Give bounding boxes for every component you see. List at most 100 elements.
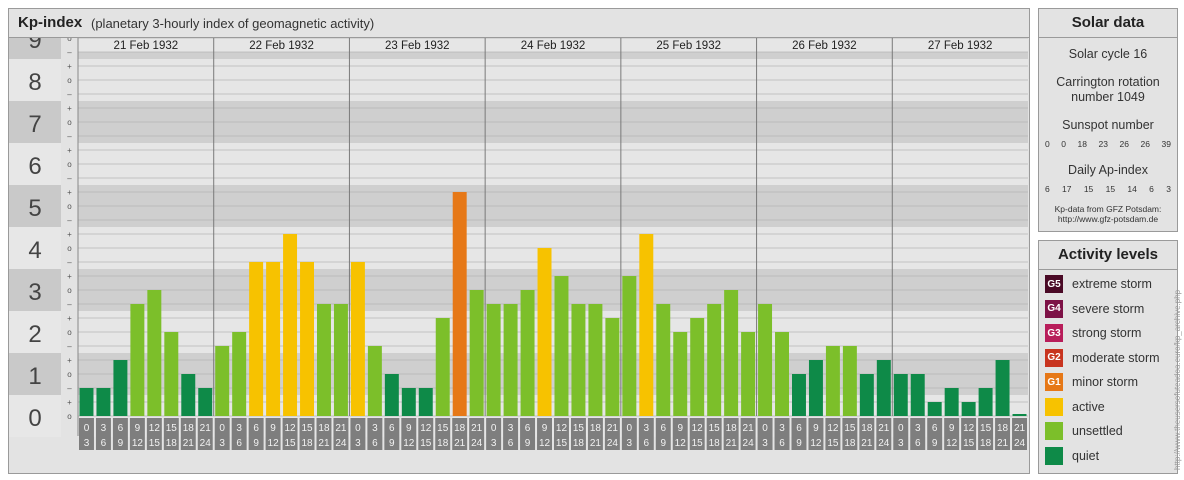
- kp-bar: [384, 374, 399, 416]
- ap-value: 15: [1105, 184, 1116, 194]
- kp-bar: [825, 345, 840, 416]
- interval-cell: [791, 418, 807, 450]
- interval-end-label: 9: [525, 438, 531, 449]
- activity-level-row: G5 extreme storm: [1045, 275, 1152, 293]
- kp-bar: [741, 332, 756, 416]
- kp-bar: [588, 303, 603, 416]
- y-subtick-label: o: [67, 412, 72, 421]
- interval-end-label: 12: [675, 438, 687, 449]
- kp-bar: [452, 192, 467, 416]
- y-subtick-label: o: [67, 328, 72, 337]
- interval-start-label: 15: [301, 423, 313, 434]
- interval-start-label: 15: [166, 423, 178, 434]
- y-subtick-label: +: [67, 188, 72, 197]
- interval-start-label: 3: [372, 423, 378, 434]
- y-tick-label: 6: [28, 153, 41, 180]
- interval-start-label: 18: [726, 423, 738, 434]
- kp-bar: [876, 360, 891, 416]
- interval-end-label: 3: [84, 438, 90, 449]
- kp-bar: [944, 387, 959, 416]
- y-tick-label: 3: [28, 279, 41, 306]
- kp-bar: [690, 318, 705, 416]
- interval-cell: [621, 418, 637, 450]
- y-tick-label: 0: [28, 405, 41, 432]
- interval-start-label: 6: [525, 423, 531, 434]
- kp-bar: [266, 261, 281, 416]
- interval-start-label: 3: [101, 423, 107, 434]
- kp-bar: [215, 345, 230, 416]
- y-subtick-label: o: [67, 244, 72, 253]
- activity-level-row: G1 minor storm: [1045, 373, 1138, 391]
- interval-cell: [350, 418, 366, 450]
- interval-cell: [435, 418, 451, 450]
- ap-value: 6: [1149, 184, 1154, 194]
- sunspot-heading: Sunspot number: [1062, 118, 1154, 132]
- interval-end-label: 12: [539, 438, 551, 449]
- interval-cell: [723, 418, 739, 450]
- interval-cell: [910, 418, 926, 450]
- kp-bar: [79, 387, 94, 416]
- interval-start-label: 21: [607, 423, 619, 434]
- interval-cell: [808, 418, 824, 450]
- activity-level-row: G4 severe storm: [1045, 299, 1144, 318]
- interval-end-label: 21: [183, 438, 195, 449]
- interval-cell: [604, 418, 620, 450]
- y-subtick-label: –: [67, 258, 72, 267]
- activity-level-swatch: G5: [1045, 275, 1063, 293]
- interval-start-label: 18: [997, 423, 1009, 434]
- y-band: [9, 227, 61, 269]
- kp-bar: [300, 261, 314, 416]
- kp-bar: [961, 402, 976, 416]
- interval-end-label: 3: [355, 438, 361, 449]
- interval-end-label: 15: [556, 438, 568, 449]
- y-subtick-label: +: [67, 272, 72, 281]
- y-subtick-label: +: [67, 314, 72, 323]
- ap-values: 6 17 15 15 14 6 3: [1045, 184, 1171, 194]
- interval-end-label: 18: [437, 438, 449, 449]
- interval-start-label: 21: [200, 423, 212, 434]
- kp-bar: [639, 234, 654, 416]
- activity-level-swatch: [1045, 446, 1063, 465]
- ap-value: 6: [1045, 184, 1050, 194]
- interval-cell: [265, 418, 281, 450]
- interval-start-label: 12: [692, 423, 704, 434]
- interval-cell: [333, 418, 349, 450]
- interval-cell: [503, 418, 519, 450]
- solar-data-heading: Solar data: [1039, 9, 1177, 38]
- interval-cell: [655, 418, 671, 450]
- interval-cell: [299, 418, 315, 450]
- interval-cell: [944, 418, 960, 450]
- interval-start-label: 9: [677, 423, 683, 434]
- day-label-strip: [78, 38, 1028, 52]
- interval-start-label: 18: [318, 423, 330, 434]
- interval-end-label: 3: [219, 438, 225, 449]
- activity-level-swatch: [1045, 397, 1063, 416]
- interval-cell: [757, 418, 773, 450]
- interval-cell: [316, 418, 332, 450]
- interval-start-label: 3: [236, 423, 242, 434]
- y-subtick-label: o: [67, 160, 72, 169]
- interval-end-label: 24: [607, 438, 619, 449]
- interval-start-label: 0: [762, 423, 768, 434]
- kp-bar: [995, 360, 1010, 416]
- kp-bar: [808, 360, 823, 416]
- kp-bar: [656, 303, 671, 416]
- y-band: [9, 38, 61, 59]
- kp-bar: [130, 303, 145, 416]
- interval-end-label: 21: [318, 438, 330, 449]
- interval-cell: [706, 418, 722, 450]
- solar-data-panel: Solar data Solar cycle 16 Carrington rot…: [1038, 8, 1178, 232]
- interval-end-label: 21: [726, 438, 738, 449]
- y-band: [9, 59, 61, 101]
- kp-bar: [775, 332, 789, 416]
- kp-bar: [283, 234, 298, 416]
- interval-cell: [961, 418, 977, 450]
- interval-start-label: 6: [389, 423, 395, 434]
- activity-level-row: unsettled: [1045, 422, 1123, 440]
- chart-subtitle: (planetary 3-hourly index of geomagnetic…: [91, 16, 375, 31]
- sunspot-value: 0: [1061, 139, 1066, 149]
- interval-start-label: 9: [135, 423, 141, 434]
- interval-end-label: 6: [644, 438, 650, 449]
- y-subtick-label: –: [67, 216, 72, 225]
- y-subtick-label: o: [67, 118, 72, 127]
